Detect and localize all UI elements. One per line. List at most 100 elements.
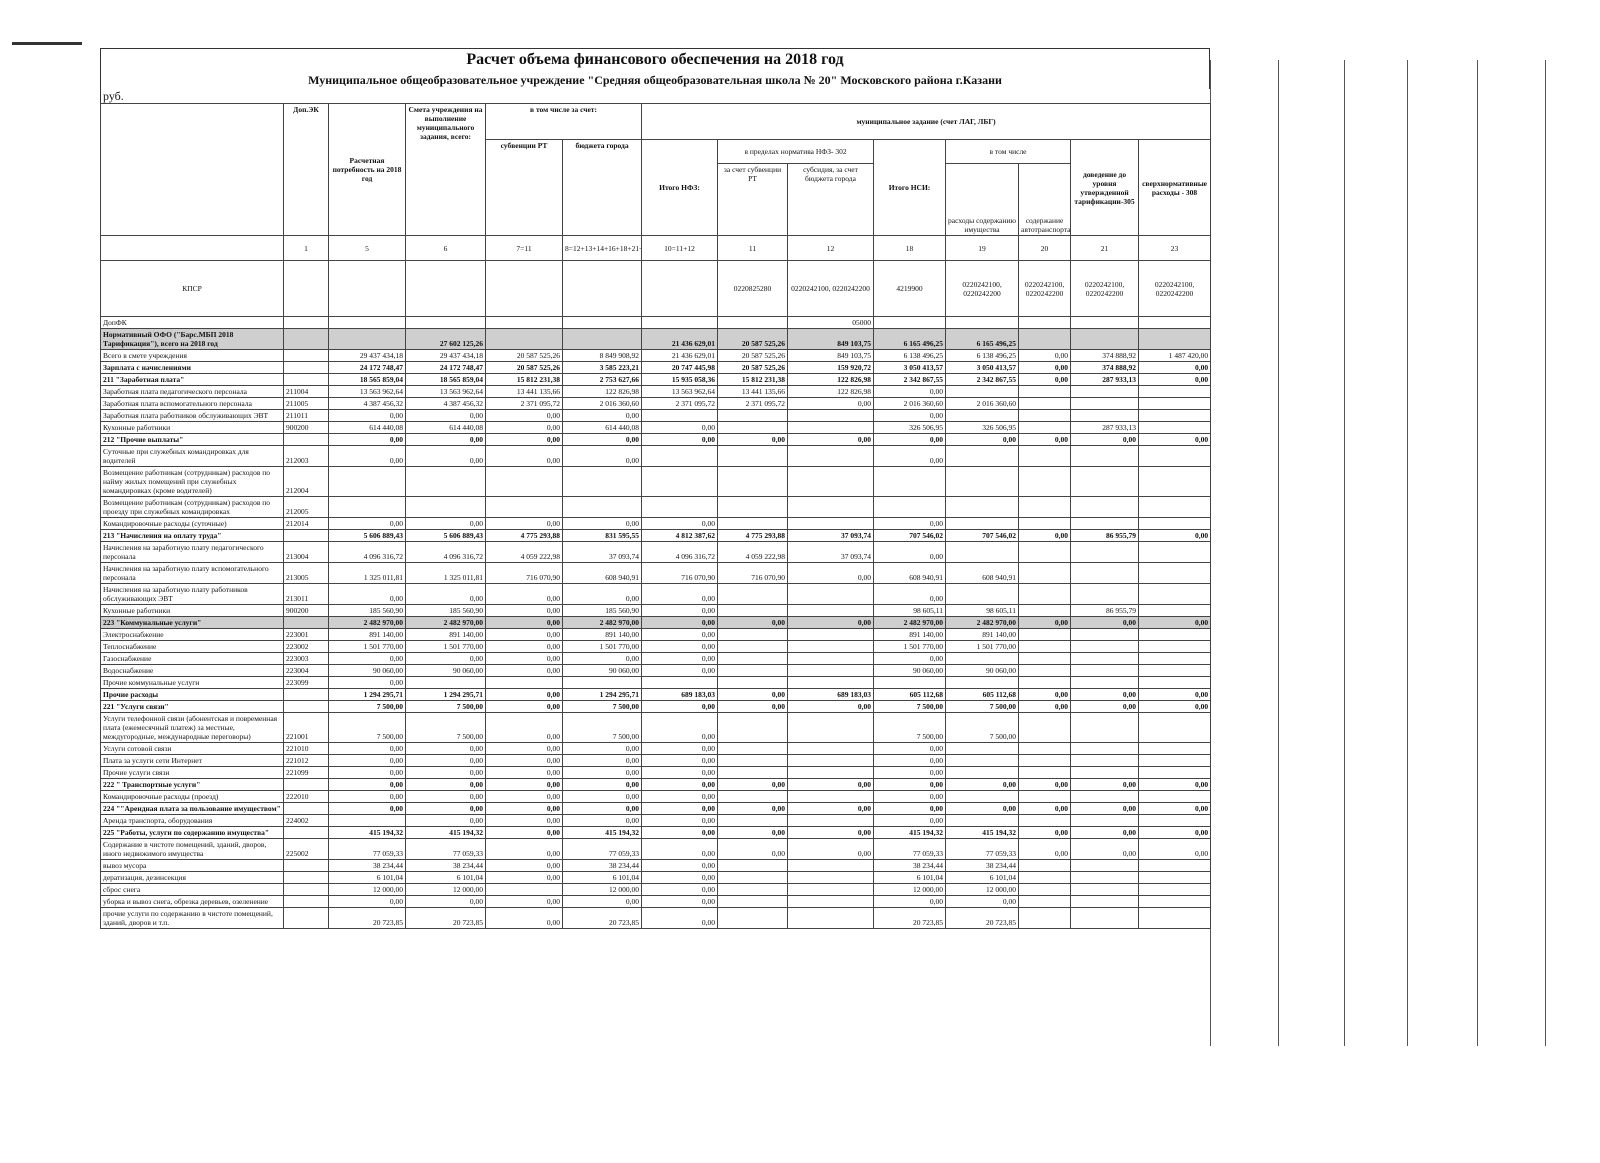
table-cell [641, 466, 719, 497]
table-cell: 6 165 496,25 [873, 328, 947, 350]
table-cell [1018, 328, 1072, 350]
table-cell: 222010 [283, 790, 329, 803]
table-cell [1070, 883, 1140, 896]
table-cell: 707 546,02 [873, 529, 947, 542]
table-cell [1138, 562, 1212, 584]
table-cell: 0,00 [561, 409, 643, 422]
table-cell [1018, 397, 1072, 410]
table-cell: 4 812 387,62 [641, 529, 719, 542]
table-cell: 212005 [283, 496, 329, 518]
table-cell: 223099 [283, 676, 329, 689]
table-cell [1070, 328, 1140, 350]
table-cell: 223004 [283, 664, 329, 677]
table-cell [787, 652, 875, 665]
table-row: 221 "Услуги связи" 7 500,00 7 500,00 0,00 7 … [100, 700, 1212, 713]
table-cell: 0,00 [1138, 529, 1212, 542]
table-cell [283, 529, 329, 542]
table-cell: 212004 [283, 466, 329, 497]
table-cell: 0,00 [485, 688, 563, 701]
header-cell: Доп.ЭК [283, 103, 329, 236]
table-cell: 849 103,75 [787, 328, 875, 350]
table-cell [1018, 664, 1072, 677]
table-cell: 605 112,68 [945, 688, 1020, 701]
table-cell: 0,00 [485, 421, 563, 434]
table-cell: 221010 [283, 742, 329, 755]
table-cell: 0,00 [717, 802, 789, 815]
sheet: Расчет объема финансового обеспечения на… [100, 48, 1212, 929]
header-cell [100, 235, 284, 261]
row-label: Аренда транспорта, оборудования [100, 814, 284, 827]
table-cell: 12 000,00 [945, 883, 1020, 896]
table-cell: 0,00 [873, 433, 947, 446]
table-cell [787, 640, 875, 653]
table-cell [1018, 766, 1072, 779]
table-cell: 1 294 295,71 [561, 688, 643, 701]
table-cell: 21 436 629,01 [641, 349, 719, 362]
table-cell [717, 907, 789, 929]
table-cell: 0,00 [641, 883, 719, 896]
table-cell: 223003 [283, 652, 329, 665]
table-cell: 0,00 [405, 433, 486, 446]
table-cell: 24 172 748,47 [405, 361, 486, 374]
table-cell: 0,00 [485, 778, 563, 791]
table-cell: 0,00 [641, 778, 719, 791]
table-cell: 211005 [283, 397, 329, 410]
table-cell: 4 059 222,98 [485, 541, 563, 563]
table-cell: 7 500,00 [873, 700, 947, 713]
table-cell: 05000 [787, 316, 875, 329]
table-cell: 0,00 [1070, 826, 1140, 839]
table-cell [1070, 517, 1140, 530]
table-cell: 90 060,00 [561, 664, 643, 677]
table-cell: 0,00 [787, 433, 875, 446]
table-row: Начисления на заработную плату вспомогат… [100, 562, 1212, 584]
table-cell: 221001 [283, 712, 329, 743]
table-cell: 0,00 [1018, 433, 1072, 446]
table-cell: 13 563 962,64 [405, 385, 486, 398]
table-cell: 0,00 [1018, 778, 1072, 791]
table-cell [1018, 466, 1072, 497]
table-cell: 20 723,85 [405, 907, 486, 929]
table-cell [945, 676, 1020, 689]
table-cell: 0,00 [641, 754, 719, 767]
table-cell [283, 826, 329, 839]
table-cell: 0,00 [945, 433, 1020, 446]
table-cell: 0,00 [485, 604, 563, 617]
header-cell: Смета учреждения на выполнение муниципал… [405, 103, 486, 236]
table-cell [641, 316, 719, 329]
table-cell: 0,00 [1018, 616, 1072, 629]
table-cell: 0,00 [873, 445, 947, 467]
table-cell [1018, 742, 1072, 755]
table-cell: 224002 [283, 814, 329, 827]
column-number: 1 [283, 235, 329, 261]
table-cell: 891 140,00 [945, 628, 1020, 641]
table-cell [485, 466, 563, 497]
table-cell: 0,00 [328, 802, 406, 815]
table-cell: 0,00 [405, 583, 486, 605]
header-cell: в том числе за счет: [484, 103, 643, 140]
table-cell: 2 016 360,60 [561, 397, 643, 410]
table-cell: 37 093,74 [787, 529, 875, 542]
table-cell [945, 316, 1020, 329]
table-cell: 0,00 [873, 766, 947, 779]
table-cell: 0,00 [561, 766, 643, 779]
table-cell: 0,00 [641, 433, 719, 446]
table-row: 222 " Транспортные услуги" 0,00 0,00 0,00 0,… [100, 778, 1212, 791]
table-cell: 2 482 970,00 [945, 616, 1020, 629]
table-cell [1070, 583, 1140, 605]
row-label: 221 "Услуги связи" [100, 700, 284, 713]
table-cell: 0,00 [561, 814, 643, 827]
table-cell: 0,00 [641, 814, 719, 827]
column-number: 19 [945, 235, 1020, 261]
table-cell: 2 016 360,60 [873, 397, 947, 410]
table-cell [405, 676, 486, 689]
table-cell [1138, 664, 1212, 677]
table-cell: 18 565 859,04 [328, 373, 406, 386]
table-cell: 0,00 [1018, 700, 1072, 713]
table-cell: 13 441 135,66 [485, 385, 563, 398]
table-cell: 287 933,13 [1070, 421, 1140, 434]
table-cell: 0,00 [405, 766, 486, 779]
table-cell: 608 940,91 [873, 562, 947, 584]
table-cell [1070, 652, 1140, 665]
table-cell [873, 676, 947, 689]
